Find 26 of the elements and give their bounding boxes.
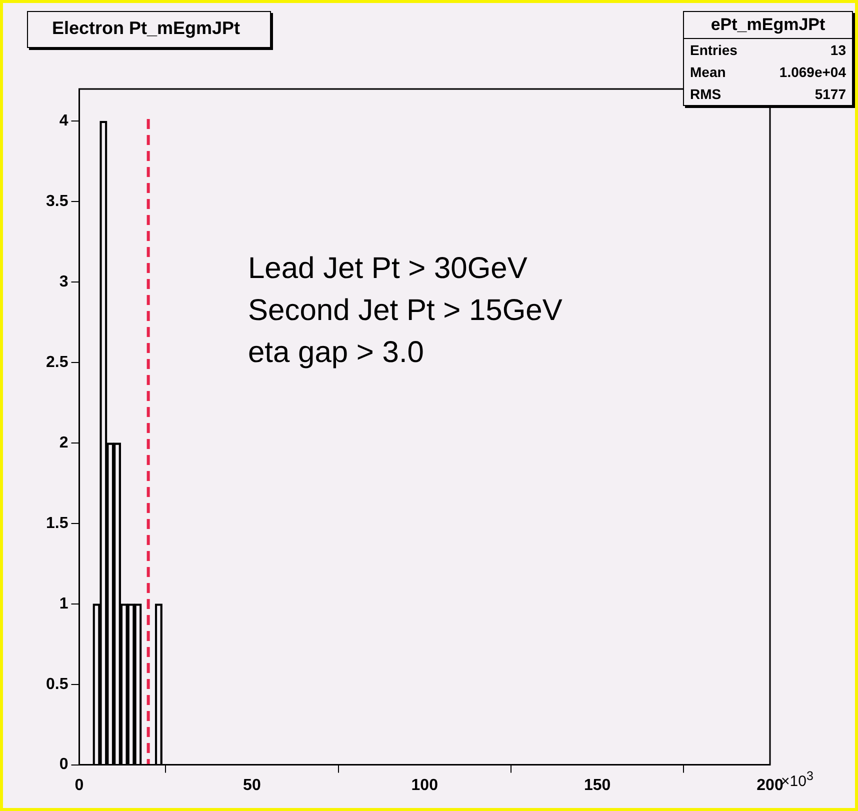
x-tick-label: 200 [756, 776, 784, 794]
x-tick-label: 150 [584, 776, 611, 794]
y-tick-label: 2.5 [46, 354, 68, 371]
text: 1.069e+04 [779, 64, 846, 80]
y-tick-label: 3.5 [46, 193, 68, 210]
annotation: Second Jet Pt > 15GeV [248, 293, 562, 329]
chart-title: Electron Pt_mEgmJPt [27, 11, 272, 48]
x-tick-label: 50 [243, 776, 261, 794]
x-tick-label: 100 [411, 776, 438, 794]
text: ePt_mEgmJPt [684, 12, 852, 39]
y-tick-label: 3 [59, 273, 68, 290]
y-tick-label: 4 [59, 112, 68, 130]
annotation: RMS [690, 86, 722, 102]
annotation: eta gap > 3.0 [248, 335, 425, 371]
text: Mean [690, 64, 726, 80]
text: 5177 [814, 86, 846, 102]
annotation: Lead Jet Pt > 30GeV [248, 251, 528, 287]
x-tick-label: 0 [74, 776, 84, 794]
y-tick-label: 0 [59, 756, 68, 774]
y-tick-label: 1.5 [46, 514, 68, 532]
y-tick-label: 2 [59, 434, 68, 452]
text: 13 [830, 42, 846, 58]
text: ×10$^{3}$ [781, 769, 814, 790]
y-tick-label: 0.5 [46, 676, 68, 693]
y-tick-label: 1 [59, 595, 68, 612]
text: Entries [690, 42, 738, 58]
